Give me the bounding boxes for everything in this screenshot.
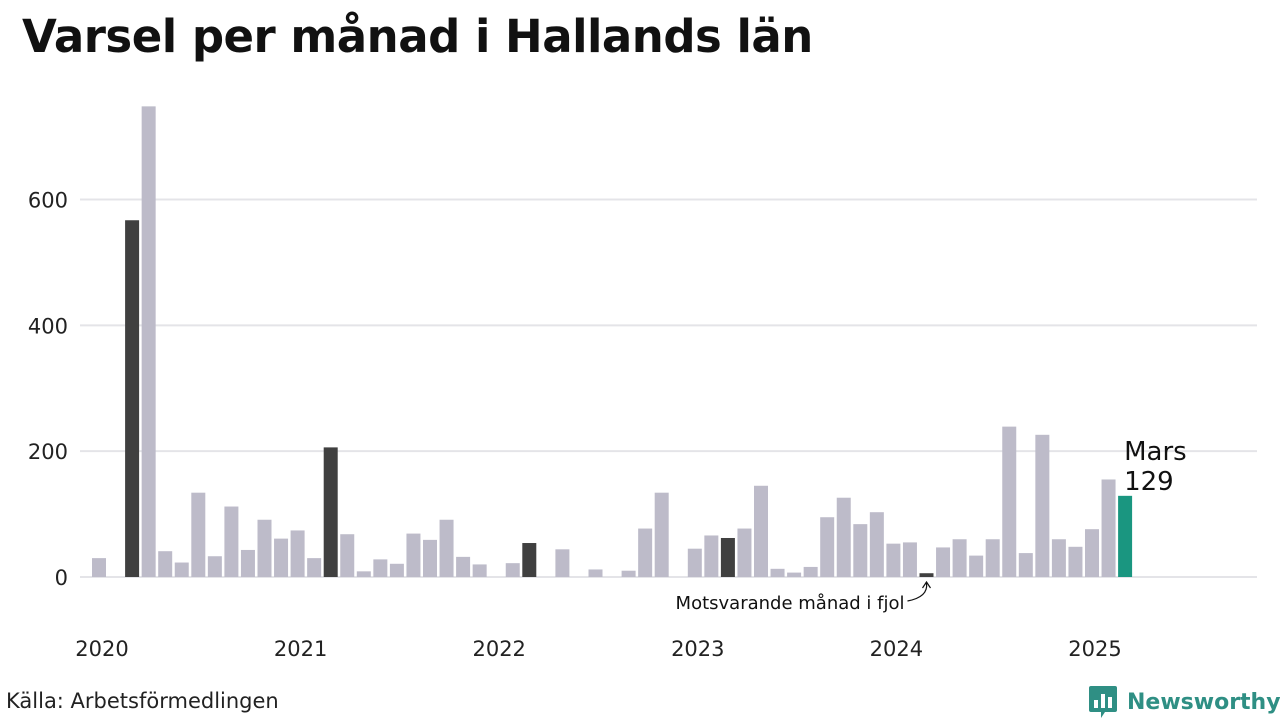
bar-2021-02 bbox=[307, 558, 322, 577]
bar-2021-11 bbox=[456, 556, 471, 577]
source-text: Källa: Arbetsförmedlingen bbox=[6, 689, 279, 713]
bar-2024-03 bbox=[919, 573, 934, 577]
bar-2021-04 bbox=[340, 534, 355, 577]
bar-2023-06 bbox=[770, 568, 785, 577]
annotation-current-value: 129 bbox=[1124, 467, 1174, 497]
annotation-current-month: Mars bbox=[1124, 437, 1187, 467]
bar-chart: 0 200 400 600 2020 2021 2022 2023 2024 2025 Mots… bbox=[28, 106, 1257, 661]
bar-2022-10 bbox=[638, 528, 653, 577]
bar-2022-11 bbox=[654, 492, 669, 577]
annotation-arrow-head bbox=[922, 580, 931, 589]
bar-2020-12 bbox=[274, 538, 289, 577]
bar-2024-08 bbox=[1002, 426, 1017, 577]
x-tick-label: 2023 bbox=[671, 637, 724, 661]
bars bbox=[92, 106, 1133, 578]
bar-2025-02 bbox=[1101, 479, 1116, 577]
bar-2025-01 bbox=[1085, 529, 1099, 577]
bar-2023-04 bbox=[737, 528, 752, 577]
bar-2024-06 bbox=[969, 555, 984, 577]
y-tick-label: 400 bbox=[28, 314, 68, 338]
x-tick-label: 2025 bbox=[1068, 637, 1121, 661]
bar-2021-06 bbox=[373, 559, 388, 577]
bar-2024-07 bbox=[985, 539, 1000, 577]
bar-2023-09 bbox=[820, 517, 835, 577]
bar-2020-11 bbox=[257, 519, 272, 577]
bar-2022-03 bbox=[522, 543, 537, 577]
bar-2021-03 bbox=[323, 447, 338, 577]
x-tick-label: 2024 bbox=[870, 637, 923, 661]
bar-2022-09 bbox=[621, 570, 636, 577]
bar-2021-12 bbox=[472, 564, 487, 577]
bar-2024-04 bbox=[936, 547, 951, 577]
x-tick-label: 2020 bbox=[75, 637, 128, 661]
bar-2020-10 bbox=[240, 549, 255, 577]
bar-2022-07 bbox=[588, 569, 603, 577]
bar-chart-bubble-icon bbox=[1089, 686, 1117, 718]
bar-2024-10 bbox=[1035, 434, 1050, 577]
bar-2021-01 bbox=[290, 530, 305, 577]
x-tick-label: 2021 bbox=[274, 637, 327, 661]
bar-2020-06 bbox=[174, 562, 189, 577]
bar-2023-10 bbox=[836, 497, 851, 577]
bar-2021-10 bbox=[439, 519, 454, 577]
chart-title: Varsel per månad i Hallands län bbox=[22, 10, 813, 63]
bar-2020-04 bbox=[141, 106, 156, 577]
bar-2023-03 bbox=[720, 537, 735, 577]
y-tick-label: 200 bbox=[28, 440, 68, 464]
bar-2021-08 bbox=[406, 533, 421, 577]
bar-2023-02 bbox=[704, 535, 719, 577]
annotation-arrow bbox=[907, 582, 928, 602]
brand-logo: Newsworthy bbox=[1088, 684, 1280, 720]
bar-2025-03 bbox=[1118, 495, 1133, 577]
bar-2022-05 bbox=[555, 549, 570, 577]
bar-2024-01 bbox=[886, 543, 901, 577]
bar-2020-07 bbox=[191, 492, 206, 577]
x-tick-label: 2022 bbox=[472, 637, 525, 661]
bar-2023-05 bbox=[754, 485, 768, 577]
bar-2024-12 bbox=[1068, 546, 1083, 577]
bar-2021-09 bbox=[423, 539, 437, 577]
bar-2024-02 bbox=[902, 542, 917, 577]
bar-2023-01 bbox=[687, 548, 702, 577]
annotation-same-month: Motsvarande månad i fjol bbox=[676, 593, 905, 614]
bar-2020-09 bbox=[224, 506, 239, 577]
bar-2020-01 bbox=[92, 558, 106, 577]
bar-2024-09 bbox=[1018, 553, 1033, 577]
y-axis-ticks: 0 200 400 600 bbox=[28, 188, 68, 590]
bar-2023-08 bbox=[803, 566, 818, 577]
y-tick-label: 600 bbox=[28, 188, 68, 212]
x-axis-ticks: 2020 2021 2022 2023 2024 2025 bbox=[75, 637, 1121, 661]
bar-2024-11 bbox=[1051, 539, 1066, 577]
bar-2020-08 bbox=[207, 556, 222, 577]
bar-2020-05 bbox=[158, 551, 173, 577]
bar-2024-05 bbox=[952, 539, 967, 577]
bar-2022-02 bbox=[505, 563, 520, 577]
bar-2023-12 bbox=[869, 512, 884, 577]
bar-2023-11 bbox=[853, 524, 868, 577]
bar-2021-07 bbox=[389, 563, 404, 577]
bar-2020-03 bbox=[125, 220, 140, 578]
bar-2023-07 bbox=[787, 572, 802, 577]
brand-name: Newsworthy bbox=[1127, 689, 1280, 715]
y-tick-label: 0 bbox=[55, 566, 68, 590]
bar-2021-05 bbox=[356, 571, 371, 577]
